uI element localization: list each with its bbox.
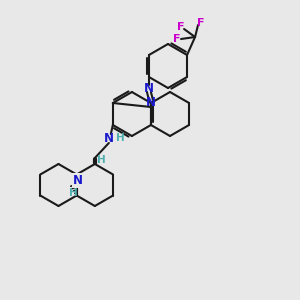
Text: N: N xyxy=(104,131,114,145)
Text: N: N xyxy=(144,82,154,95)
Text: N: N xyxy=(146,97,156,110)
Text: F: F xyxy=(177,22,185,32)
Text: N: N xyxy=(73,174,83,187)
Text: F: F xyxy=(173,34,181,44)
Text: H: H xyxy=(69,188,78,197)
Text: H: H xyxy=(116,133,125,143)
Text: H: H xyxy=(98,155,106,165)
Text: F: F xyxy=(197,18,205,28)
Text: N: N xyxy=(73,174,83,187)
